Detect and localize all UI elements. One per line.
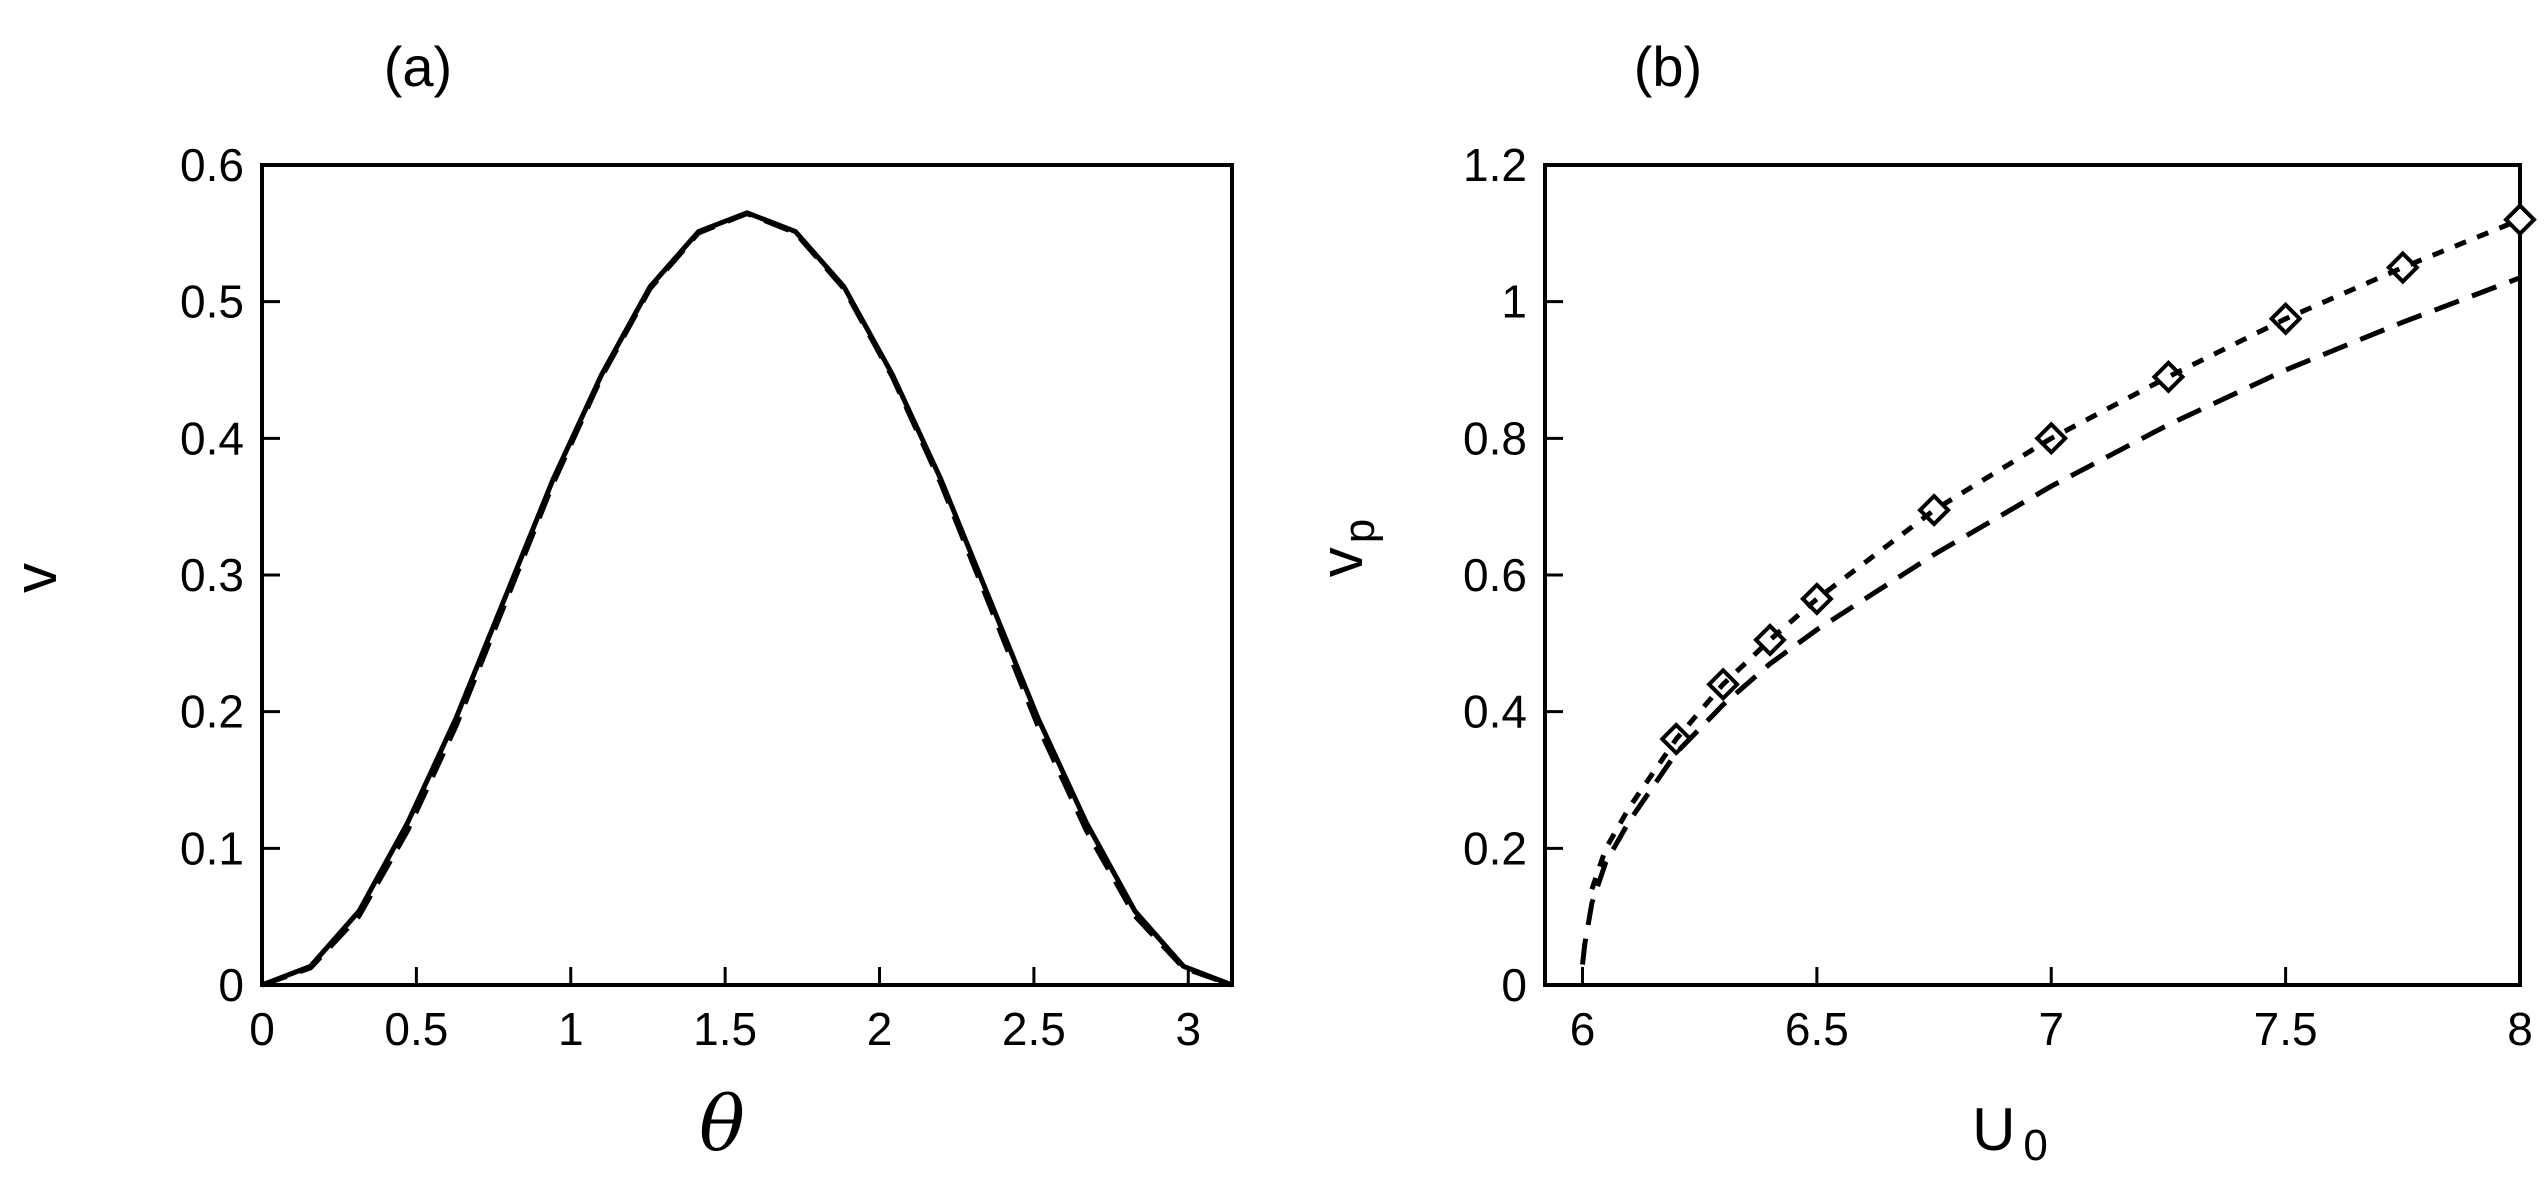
panel-b-x-tick-label: 6.5 (1785, 1003, 1849, 1055)
panel-a-series (261, 210, 1233, 988)
panel-a-x-tick-label: 3 (1175, 1003, 1201, 1055)
panel-a-x-tick-label: 1.5 (693, 1003, 757, 1055)
panel-b-x-tick-label: 7 (2038, 1003, 2064, 1055)
panel-a-x-tick-label: 1 (558, 1003, 584, 1055)
panel-b-plot-frame (1543, 163, 2522, 987)
panel-a-y-tick-label: 0.4 (180, 412, 244, 464)
panel-a-y-tick-label: 0 (218, 959, 244, 1011)
panel-a-x-tick-label: 2.5 (1002, 1003, 1066, 1055)
panel-a-y-tick-label: 0.2 (180, 686, 244, 738)
panel-b-y-tick-label: 0.6 (1463, 549, 1527, 601)
panel-b-series (1580, 202, 2537, 965)
panel-b-x-tick-label: 8 (2507, 1003, 2533, 1055)
panel-a-x-tick-label: 0 (249, 1003, 275, 1055)
panel-a-x-axis-label: θ (699, 1079, 745, 1168)
panel-a-y-tick-label: 0.1 (180, 822, 244, 874)
panel-b-series-2-line (1580, 275, 2521, 965)
panel-b-x-tick-label: 6 (1570, 1003, 1596, 1055)
panel-b-x-axis-label-main: U (1972, 1096, 2015, 1163)
panel-b-ticks: 6 6.5 7 7.5 8 0 0.2 0.4 0.6 0.8 1 1.2 (1463, 139, 2533, 1055)
panel-b-series-0-point (2385, 250, 2420, 285)
panel-b-y-tick-label: 1.2 (1463, 139, 1527, 191)
panel-b-y-tick-label: 0.8 (1463, 412, 1527, 464)
panel-b-x-tick-label: 7.5 (2254, 1003, 2318, 1055)
panel-a-plot-frame (260, 163, 1234, 987)
panel-b-x-axis-label-subscript: 0 (2023, 1121, 2047, 1170)
panel-b-y-tick-label: 0.2 (1463, 822, 1527, 874)
panel-b-y-axis-label-main: v (1308, 547, 1375, 577)
panel-a: (a) 0 0.5 1 1.5 2 2.5 3 0 0.1 0.2 0.3 0.4 0.5 0.6 θ v (2, 35, 1234, 1168)
panel-a-ticks: 0 0.5 1 1.5 2 2.5 3 0 0.1 0.2 0.3 0.4 0.5 0.6 (180, 139, 1201, 1055)
panel-b-y-axis-label-subscript: p (1335, 519, 1384, 543)
panel-a-y-tick-label: 0.3 (180, 549, 244, 601)
panel-b-y-axis-label: vp (1308, 519, 1384, 577)
panel-a-y-tick-label: 0.6 (180, 139, 244, 191)
panel-a-label: (a) (384, 35, 452, 98)
panel-a-y-tick-label: 0.5 (180, 276, 244, 328)
panel-b-series-0-point (2503, 202, 2537, 237)
panel-a-series-1-line (261, 211, 1233, 988)
panel-b-y-tick-label: 1 (1501, 276, 1527, 328)
panel-b-label: (b) (1634, 35, 1702, 98)
panel-b-y-tick-label: 0.4 (1463, 686, 1527, 738)
panel-a-y-axis-label: v (2, 563, 69, 593)
panel-a-x-tick-label: 2 (867, 1003, 893, 1055)
panel-b-y-tick-label: 0 (1501, 959, 1527, 1011)
panel-b-series-0-point (2151, 360, 2186, 394)
panel-a-series-0-line (261, 210, 1233, 988)
panel-a-x-tick-label: 0.5 (384, 1003, 448, 1055)
panel-b-series-1-line (1589, 217, 2521, 891)
